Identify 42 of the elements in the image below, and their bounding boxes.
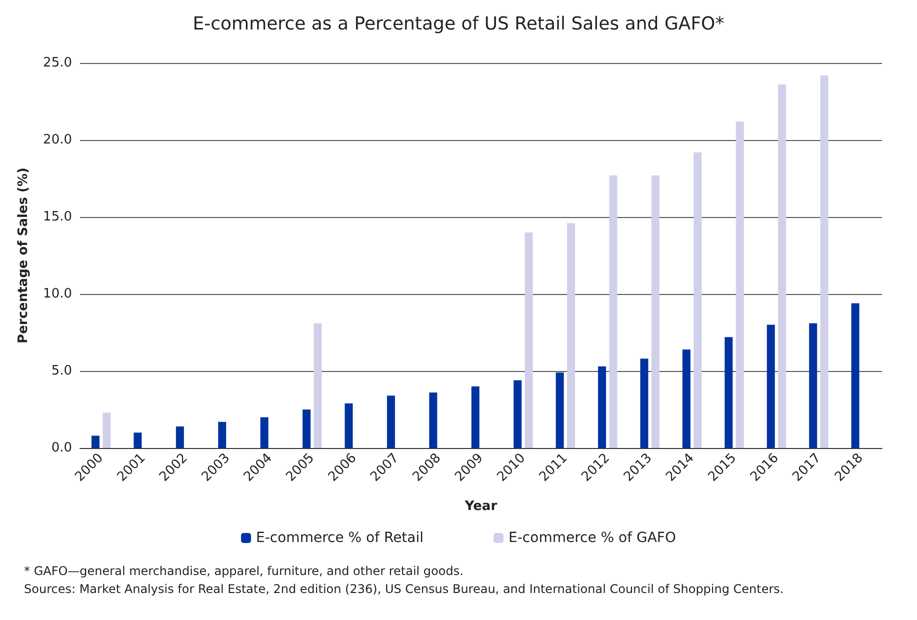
bar — [302, 410, 311, 448]
bar — [567, 223, 576, 448]
source-note: Sources: Market Analysis for Real Estate, 2nd edition (236), US Census Bureau, and International Council of Shopping Centers. — [24, 582, 785, 596]
chart-title: E-commerce as a Percentage of US Retail Sales and GAFO* — [192, 14, 724, 34]
y-tick-label: 25.0 — [43, 56, 72, 70]
bar — [218, 422, 226, 448]
bar — [102, 412, 111, 448]
bar — [851, 303, 860, 448]
legend-label: E-commerce % of Retail — [256, 530, 424, 546]
bar — [260, 417, 268, 448]
text: * GAFO—general merchandise, apparel, furniture, and other retail goods. — [24, 564, 464, 578]
bar — [736, 122, 744, 448]
x-axis-title: Year — [464, 499, 498, 514]
y-tick-label: 20.0 — [43, 132, 72, 148]
bar — [766, 324, 775, 448]
bar — [609, 175, 618, 448]
bar — [809, 323, 818, 448]
bar — [651, 175, 660, 448]
bar — [598, 366, 606, 448]
y-tick-label: 15.0 — [43, 210, 72, 224]
bar — [724, 337, 733, 448]
bar — [471, 386, 480, 448]
bar — [92, 436, 100, 448]
bar — [344, 403, 353, 448]
bar — [682, 349, 690, 448]
bar — [386, 396, 395, 448]
bar — [820, 75, 828, 448]
bar — [778, 84, 786, 448]
bar — [429, 392, 438, 448]
bar — [514, 380, 522, 448]
bar — [524, 232, 533, 448]
bar — [314, 323, 322, 448]
y-axis-title: Percentage of Sales (%) — [16, 168, 31, 344]
bar — [176, 426, 184, 448]
bar — [694, 152, 702, 448]
legend-label: E-commerce % of GAFO — [508, 530, 676, 546]
bar — [134, 432, 142, 448]
y-tick-label: 0.0 — [51, 440, 72, 456]
y-tick-label: 10.0 — [43, 286, 72, 302]
bar — [640, 358, 648, 448]
bar — [556, 372, 564, 448]
y-tick-label: 5.0 — [51, 364, 72, 378]
